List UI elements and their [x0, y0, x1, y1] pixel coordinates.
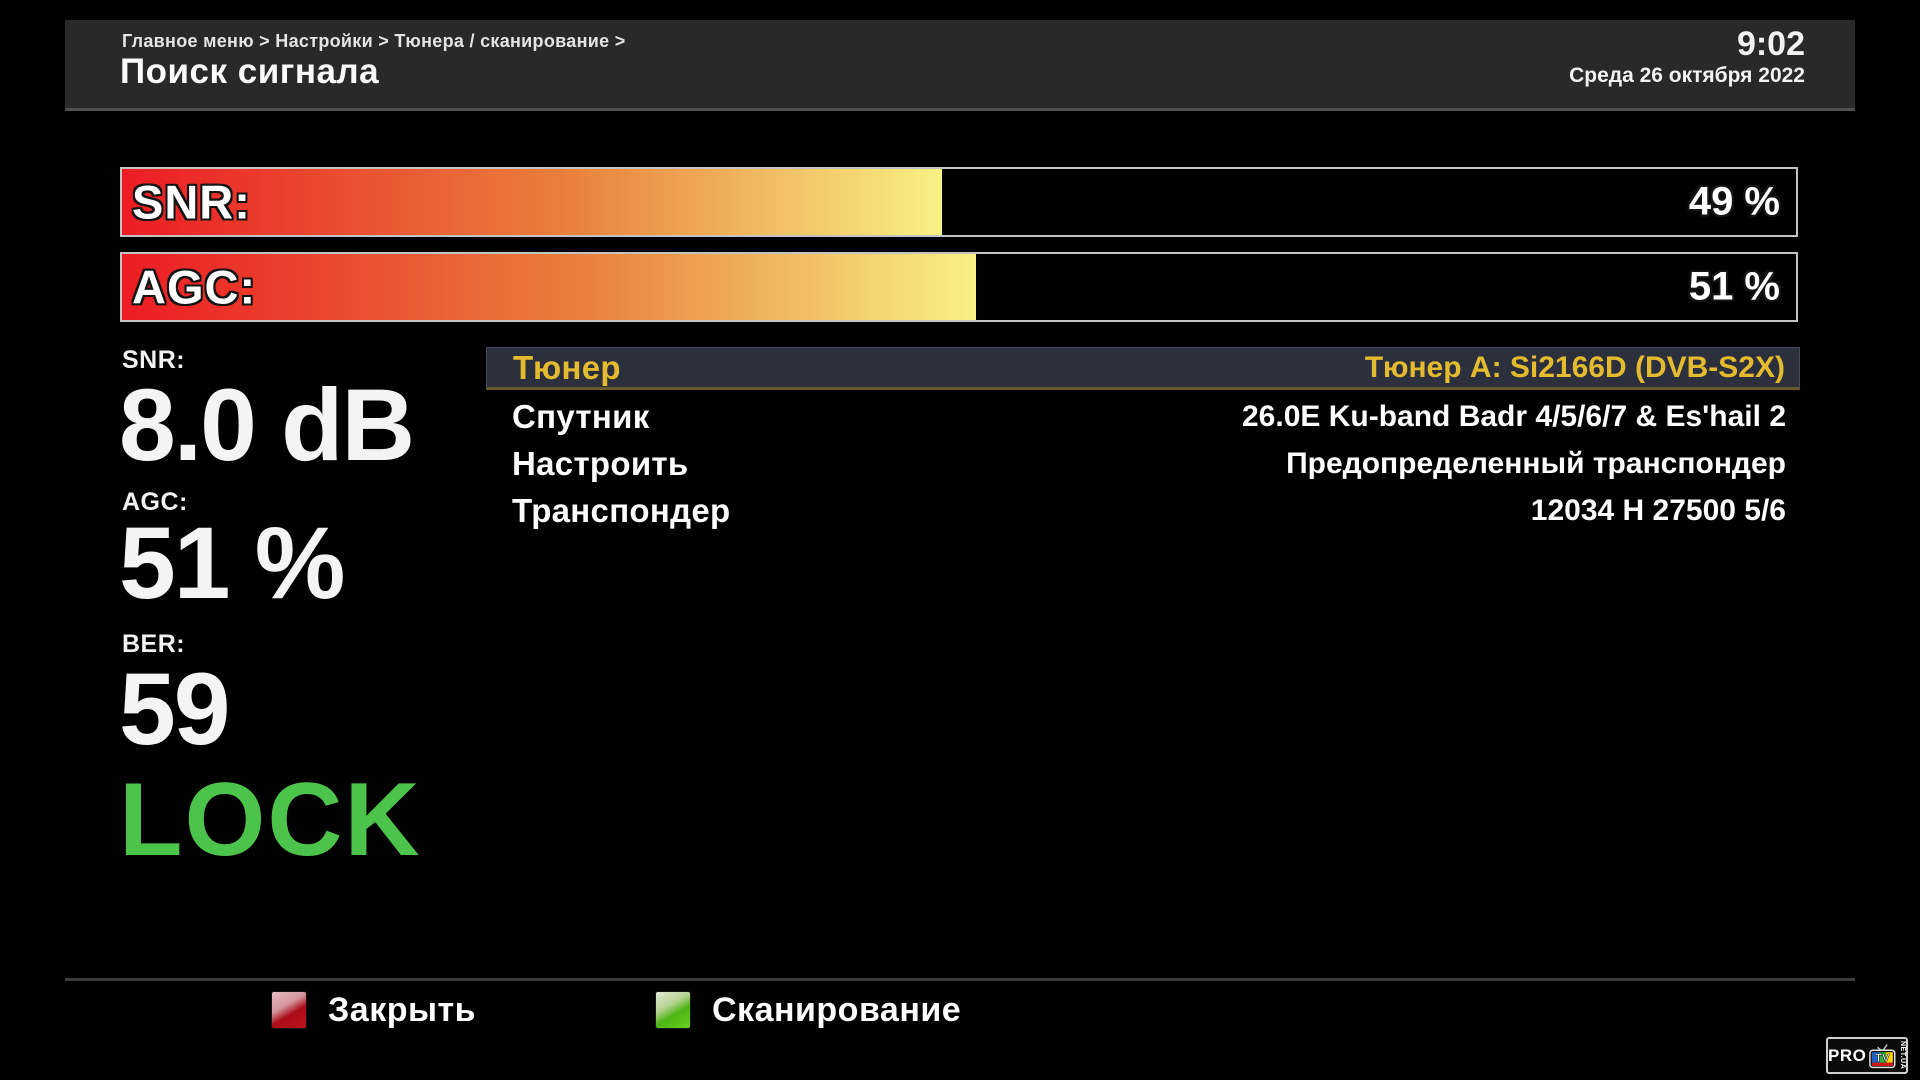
agc-bar-value: 51 % [1688, 264, 1780, 309]
menu-item-value: Предопределенный транспондер [1286, 446, 1786, 480]
protv-logo: PRO TV NET.UA [1826, 1037, 1908, 1074]
header-bar: Главное меню > Настройки > Тюнера / скан… [65, 20, 1855, 111]
green-key-icon [655, 991, 691, 1029]
clock-date: Среда 26 октября 2022 [1569, 64, 1805, 87]
clock: 9:02 Среда 26 октября 2022 [1569, 25, 1805, 88]
ber-readout-label: BER: [122, 630, 186, 658]
menu-item-label: Настроить [512, 444, 689, 482]
clock-time: 9:02 [1736, 25, 1805, 63]
snr-readout-label: SNR: [122, 346, 186, 374]
menu-item-label: Спутник [512, 397, 650, 435]
tv-set-icon: TV [1869, 1043, 1896, 1068]
menu-item-transponder[interactable]: Транспондер 12034 H 27500 5/6 [486, 487, 1800, 534]
breadcrumb: Главное меню > Настройки > Тюнера / скан… [122, 31, 626, 51]
menu-item-value: Тюнер A: Si2166D (DVB-S2X) [1364, 350, 1785, 384]
lock-status: LOCK [119, 762, 422, 878]
protv-logo-netua-text: NET.UA [1899, 1041, 1906, 1070]
menu-item-label: Тюнер [513, 348, 621, 386]
agc-readout-value: 51 % [119, 506, 345, 620]
agc-signal-bar: AGC: 51 % [120, 252, 1798, 322]
agc-readout-label: AGC: [122, 488, 188, 516]
snr-bar-label: SNR: [132, 175, 251, 229]
close-button-label: Закрыть [328, 990, 477, 1029]
scan-button-label: Сканирование [712, 990, 962, 1029]
protv-logo-pro-text: PRO [1828, 1045, 1867, 1065]
menu-item-satellite[interactable]: Спутник 26.0E Ku-band Badr 4/5/6/7 & Es'… [486, 393, 1800, 440]
snr-bar-fill [122, 169, 943, 235]
page-title: Поиск сигнала [120, 52, 380, 91]
close-button[interactable]: Закрыть [271, 990, 476, 1030]
agc-bar-label: AGC: [132, 260, 257, 314]
agc-bar-fill [122, 254, 976, 320]
snr-bar-value: 49 % [1688, 179, 1780, 224]
snr-signal-bar: SNR: 49 % [120, 167, 1798, 237]
menu-item-value: 12034 H 27500 5/6 [1530, 493, 1786, 527]
menu-item-label: Транспондер [512, 491, 731, 529]
menu-item-value: 26.0E Ku-band Badr 4/5/6/7 & Es'hail 2 [1242, 399, 1786, 433]
ber-readout-value: 59 [119, 652, 230, 766]
footer-separator [65, 978, 1855, 981]
svg-text:TV: TV [1875, 1052, 1890, 1064]
snr-readout-value: 8.0 dB [119, 368, 415, 482]
menu-item-tune-mode[interactable]: Настроить Предопределенный транспондер [486, 440, 1800, 487]
red-key-icon [271, 991, 307, 1029]
menu-item-tuner[interactable]: Тюнер Тюнер A: Si2166D (DVB-S2X) [486, 347, 1800, 390]
scan-button[interactable]: Сканирование [655, 990, 961, 1030]
